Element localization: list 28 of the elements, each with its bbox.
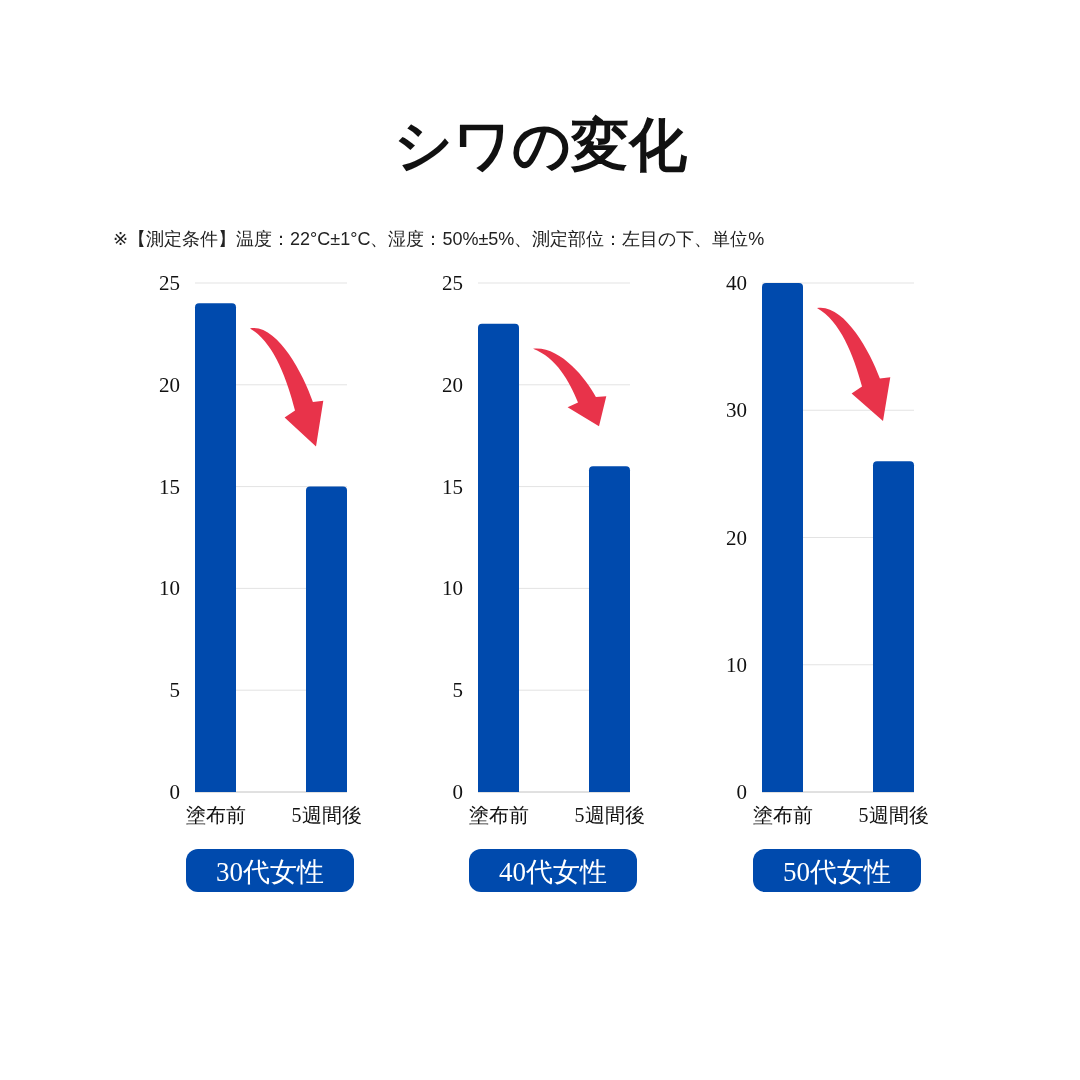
x-tick-label: 5週間後	[574, 804, 645, 826]
x-axis-title: 40代女性	[499, 857, 607, 887]
x-tick-label: 塗布前	[752, 804, 813, 826]
y-tick-label: 25	[159, 271, 180, 295]
y-tick-label: 10	[726, 652, 747, 677]
y-tick-label: 20	[726, 525, 747, 550]
y-tick-label: 25	[442, 271, 463, 295]
x-tick-label: 塗布前	[468, 804, 529, 826]
x-tick-label: 塗布前	[185, 804, 246, 826]
y-tick-label: 20	[442, 372, 463, 397]
y-tick-label: 0	[169, 780, 180, 804]
y-tick-label: 20	[159, 372, 180, 397]
x-axis-title: 30代女性	[216, 857, 324, 887]
x-tick-label: 5週間後	[858, 804, 929, 826]
y-tick-label: 5	[452, 678, 463, 703]
y-tick-label: 10	[159, 576, 180, 601]
text: シワの変化	[393, 113, 688, 178]
y-tick-label: 0	[736, 780, 747, 804]
y-tick-label: 15	[159, 474, 180, 499]
y-tick-label: 30	[726, 398, 747, 423]
y-tick-label: 15	[442, 474, 463, 499]
y-tick-label: 10	[442, 576, 463, 601]
text: ※【測定条件】温度：22°C±1°C、湿度：50%±5%、測定部位：左目の下、単位%	[113, 229, 765, 249]
y-tick-label: 0	[452, 780, 463, 804]
x-tick-label: 5週間後	[291, 804, 362, 826]
y-tick-label: 40	[726, 271, 747, 295]
y-tick-label: 5	[169, 678, 180, 703]
x-axis-title: 50代女性	[783, 857, 891, 887]
